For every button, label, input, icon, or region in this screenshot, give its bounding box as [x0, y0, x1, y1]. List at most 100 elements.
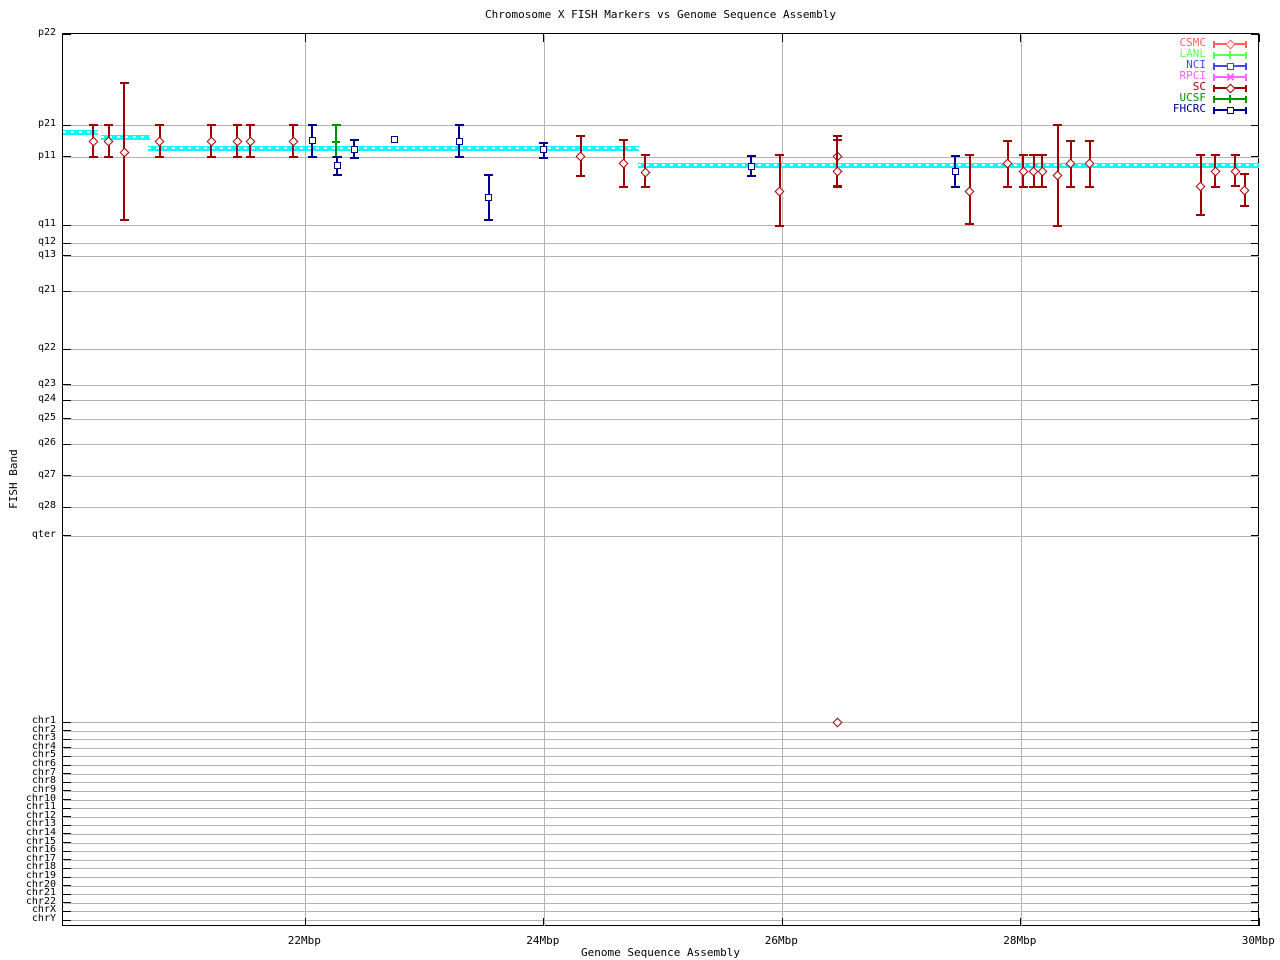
x-tick-bottom [781, 918, 783, 926]
error-bar-cap-bottom [576, 175, 586, 177]
error-bar-cap-top [1003, 140, 1013, 142]
legend-label-rpci: RPCI [1179, 69, 1207, 82]
y-tick-label: chr2 [31, 723, 56, 735]
y-tick-label: chr13 [25, 818, 56, 830]
grid-line-h [64, 765, 1259, 766]
grid-line-h [64, 384, 1259, 386]
grid-line-h [64, 782, 1259, 784]
y-tick-right [1251, 418, 1259, 419]
error-bar-cap-bottom [88, 155, 98, 158]
marker-square [1226, 62, 1234, 70]
error-bar-cap-bottom [307, 155, 317, 158]
error-bar-cap-bottom [484, 218, 494, 221]
x-tick-bottom [304, 918, 306, 926]
error-bar-cap-bottom [1018, 186, 1028, 188]
y-tick-right [1251, 721, 1259, 723]
error-bar-cap-bottom [619, 186, 629, 188]
error-bar-cap-top [1210, 153, 1220, 156]
y-tick-right [1251, 443, 1259, 445]
error-bar-cap-bottom [1029, 186, 1039, 188]
y-tick-label: p11 [37, 149, 56, 161]
grid-line-h [64, 535, 1259, 537]
y-tick-right [1251, 348, 1259, 350]
marker-diamond [1225, 39, 1235, 49]
x-tick-label: 26Mbp [764, 934, 798, 947]
y-tick-label: chr15 [25, 835, 56, 847]
marker-plus-v [1229, 95, 1231, 103]
marker-diamond [832, 717, 843, 727]
error-bar-cap-top [331, 124, 341, 126]
grid-line-h [64, 349, 1259, 350]
y-tick-right [1251, 764, 1259, 766]
marker-square [391, 135, 399, 143]
assembly-line-dashes [147, 147, 640, 149]
grid-line-h [64, 475, 1259, 477]
error-bar-cap-bottom [775, 224, 785, 227]
error-bar-cap-bottom [1210, 186, 1220, 188]
marker-plus-v [335, 137, 338, 146]
error-bar-cap-bottom [965, 223, 975, 225]
legend-sample-cap-left [1213, 73, 1215, 81]
error-bar-cap-top [104, 123, 114, 126]
error-bar-cap-top [539, 141, 549, 144]
y-tick-left [63, 816, 71, 818]
error-bar-cap-bottom [640, 186, 650, 188]
error-bar-cap-top [965, 153, 975, 156]
y-tick-left [63, 535, 71, 536]
y-tick-label: chr8 [31, 775, 56, 787]
y-tick-label: chr9 [31, 783, 56, 795]
error-bar-cap-bottom [245, 155, 255, 158]
y-tick-left [63, 730, 71, 732]
grid-line-h [64, 730, 1259, 732]
y-tick-left [63, 867, 71, 869]
y-tick-left [63, 755, 71, 757]
grid-line-h [64, 125, 1259, 126]
grid-line-h [64, 790, 1259, 792]
marker-diamond [88, 136, 98, 147]
grid-line-h [64, 825, 1259, 827]
marker-diamond [832, 166, 843, 177]
assembly-line-segment [638, 162, 1260, 168]
legend-sample-cap-left [1213, 51, 1215, 59]
error-bar-cap-bottom [332, 173, 342, 176]
y-tick-right [1251, 124, 1259, 126]
error-bar-cap-top [576, 135, 586, 137]
error-bar-cap-top [245, 123, 255, 126]
grid-line-h [64, 885, 1259, 887]
y-tick-left [63, 910, 71, 912]
y-tick-label: q11 [37, 218, 56, 229]
legend-sample-cap-left [1213, 62, 1215, 70]
y-tick-label: chrY [31, 913, 56, 924]
y-tick-label: chr14 [25, 826, 56, 838]
error-bar-cap-bottom [950, 186, 960, 188]
grid-line-h [64, 920, 1259, 921]
y-tick-left [63, 242, 71, 244]
grid-line-v [305, 35, 307, 926]
grid-line-v [543, 35, 545, 926]
y-tick-label: chr16 [25, 844, 56, 856]
y-tick-left [63, 876, 71, 878]
error-bar-cap-bottom [1240, 205, 1250, 207]
error-bar-cap-bottom [1003, 186, 1013, 188]
y-tick-label: q27 [37, 468, 56, 480]
marker-square [951, 167, 959, 175]
y-tick-label: chr20 [25, 878, 56, 890]
grid-line-h [64, 911, 1259, 913]
error-bar-cap-top [832, 135, 842, 137]
y-tick-right [1251, 824, 1259, 826]
marker-diamond [154, 136, 165, 147]
y-tick-label: chrX [31, 904, 56, 916]
legend-label-lanl: LANL [1179, 47, 1207, 60]
y-tick-label: q28 [37, 500, 56, 511]
y-tick-label: q24 [37, 393, 56, 404]
error-bar-cap-top [484, 173, 494, 176]
y-tick-left [63, 384, 71, 385]
y-tick-right [1251, 876, 1259, 878]
error-bar-cap-top [206, 123, 216, 126]
legend-sample-cap-left [1213, 95, 1215, 103]
y-tick-left [63, 833, 71, 835]
marker-diamond [774, 186, 785, 196]
y-tick-label: chr19 [25, 870, 56, 881]
y-tick-label: p21 [37, 118, 56, 129]
